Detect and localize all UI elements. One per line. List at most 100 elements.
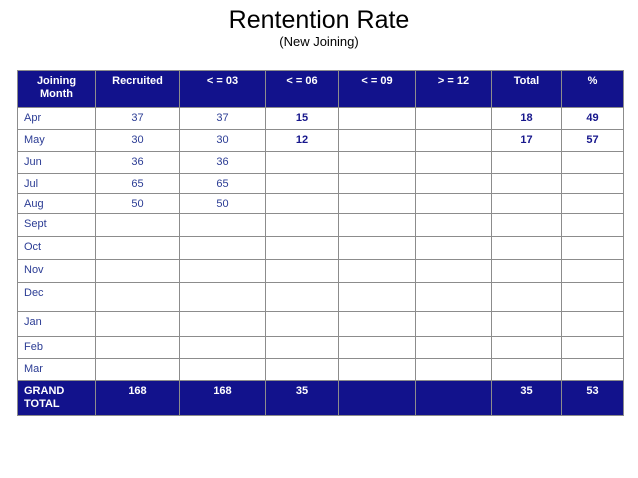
value-cell [561,336,624,359]
value-cell [265,358,339,381]
grand-total-label: GRAND TOTAL [17,380,96,416]
value-cell [415,282,492,312]
month-cell: Sept [17,213,96,237]
table-body: Apr 37 37 15 18 49 May 30 30 12 17 57 Jun 36 36 Jul 65 65… [17,107,624,381]
table-row: Jun 36 36 [17,151,624,174]
value-cell [561,358,624,381]
value-cell [265,282,339,312]
value-cell [338,107,416,130]
value-cell [95,311,180,337]
value-cell [179,311,266,337]
table-row: Mar [17,358,624,381]
value-cell [338,213,416,237]
value-cell [415,213,492,237]
grand-total-cell: 168 [95,380,180,416]
value-cell [179,358,266,381]
value-cell [265,213,339,237]
value-cell [265,311,339,337]
header-row: Joining Month Recruited < = 03 < = 06 < = 09… [17,70,624,108]
month-cell: May [17,129,96,152]
month-cell: Nov [17,259,96,283]
value-cell [338,236,416,260]
table-row: Oct [17,236,624,260]
value-cell [415,259,492,283]
value-cell [95,336,180,359]
value-cell [338,259,416,283]
value-cell: 37 [95,107,180,130]
value-cell: 57 [561,129,624,152]
table-row: Sept [17,213,624,237]
value-cell [338,311,416,337]
value-cell [338,358,416,381]
header-cell: < = 09 [338,70,416,108]
header-cell: Total [491,70,562,108]
value-cell [415,358,492,381]
value-cell [179,282,266,312]
table-row: Nov [17,259,624,283]
value-cell [415,151,492,174]
value-cell [491,213,562,237]
value-cell [415,311,492,337]
value-cell [491,311,562,337]
value-cell [338,151,416,174]
value-cell [95,236,180,260]
grand-total-cell: 35 [265,380,339,416]
header-cell: % [561,70,624,108]
value-cell: 17 [491,129,562,152]
value-cell [561,311,624,337]
value-cell [491,151,562,174]
value-cell [561,173,624,194]
value-cell [491,193,562,214]
value-cell: 12 [265,129,339,152]
value-cell [95,259,180,283]
month-cell: Jul [17,173,96,194]
value-cell [179,259,266,283]
value-cell [265,259,339,283]
value-cell [415,193,492,214]
value-cell [491,236,562,260]
month-cell: Mar [17,358,96,381]
table-row: Apr 37 37 15 18 49 [17,107,624,130]
month-cell: Oct [17,236,96,260]
value-cell [265,193,339,214]
value-cell [415,107,492,130]
grand-total-cell: 53 [561,380,624,416]
value-cell [561,236,624,260]
value-cell [561,151,624,174]
month-cell: Dec [17,282,96,312]
value-cell [265,151,339,174]
value-cell: 15 [265,107,339,130]
value-cell [338,336,416,359]
value-cell [338,173,416,194]
header-cell: > = 12 [415,70,492,108]
value-cell [491,259,562,283]
value-cell [179,213,266,237]
table-row: Dec [17,282,624,312]
value-cell: 37 [179,107,266,130]
value-cell [179,336,266,359]
page-subtitle: (New Joining) [279,34,359,49]
table-header: Joining Month Recruited < = 03 < = 06 < = 09… [17,70,624,108]
month-cell: Apr [17,107,96,130]
value-cell [95,282,180,312]
value-cell [415,173,492,194]
value-cell [491,282,562,312]
value-cell [561,193,624,214]
table-row: Jul 65 65 [17,173,624,194]
grand-total-cell [338,380,416,416]
value-cell: 50 [95,193,180,214]
value-cell [265,236,339,260]
value-cell: 30 [179,129,266,152]
value-cell: 49 [561,107,624,130]
value-cell [179,236,266,260]
retention-table: Joining Month Recruited < = 03 < = 06 < = 09… [17,70,624,416]
value-cell [338,193,416,214]
table-row: Feb [17,336,624,359]
value-cell [561,282,624,312]
value-cell: 36 [179,151,266,174]
value-cell: 65 [95,173,180,194]
value-cell [415,129,492,152]
value-cell: 50 [179,193,266,214]
value-cell [561,213,624,237]
value-cell [95,213,180,237]
